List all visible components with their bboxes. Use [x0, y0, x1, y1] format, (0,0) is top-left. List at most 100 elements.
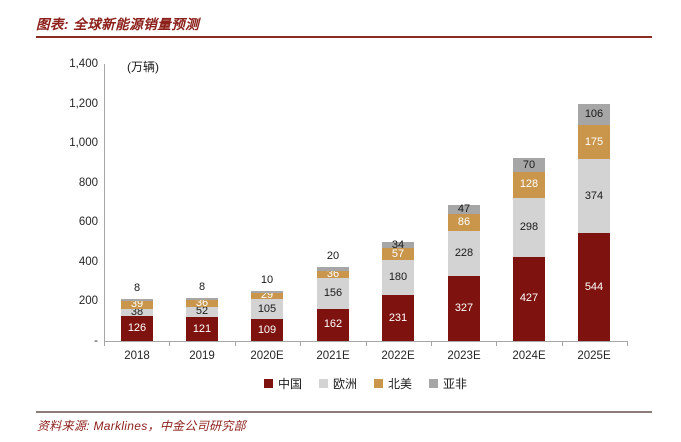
bar-segment-欧洲	[121, 308, 153, 317]
bar-segment-中国	[513, 256, 545, 341]
bar-value-label: 105	[257, 302, 277, 315]
title-rule	[36, 36, 652, 38]
chart-legend: 中国 欧洲 北美 亚非	[104, 375, 627, 392]
bar-segment-北美	[578, 124, 610, 160]
bar-segment-中国	[186, 317, 218, 341]
bar-segment-北美	[186, 299, 218, 307]
bar-value-label: 427	[519, 292, 539, 305]
x-axis-tick	[431, 342, 432, 346]
x-axis-label: 2019	[189, 350, 215, 362]
bar-segment-欧洲	[186, 306, 218, 318]
bar-segment-亚非	[448, 204, 480, 215]
x-axis-label: 2020E	[250, 350, 284, 362]
bar-segment-北美	[317, 270, 349, 279]
bar-segment-中国	[578, 233, 610, 341]
bar-value-label: 126	[127, 322, 147, 335]
bar-segment-北美	[513, 172, 545, 198]
legend-swatch-icon	[263, 379, 273, 388]
bar-segment-亚非	[578, 103, 610, 125]
y-axis-label: -	[94, 335, 98, 347]
bar-segment-北美	[121, 300, 153, 309]
x-axis-label: 2023E	[447, 350, 481, 362]
bar-segment-欧洲	[578, 159, 610, 234]
x-axis-label: 2024E	[512, 350, 546, 362]
x-axis-tick	[104, 342, 105, 346]
x-axis-label: 2022E	[381, 350, 415, 362]
bar-value-label: 106	[584, 107, 604, 120]
y-axis-line	[104, 64, 105, 341]
source-note: 资料来源: Marklines，中金公司研究部	[37, 419, 246, 433]
x-axis-tick	[169, 342, 170, 346]
bar-segment-欧洲	[448, 231, 480, 277]
bar-segment-亚非	[121, 299, 153, 301]
bar-value-label: 36	[326, 268, 340, 281]
bar-value-label: 162	[323, 318, 343, 331]
bar-value-label: 298	[519, 220, 539, 233]
legend-item-中国: 中国	[263, 375, 302, 392]
y-axis-label: 1,000	[69, 137, 98, 150]
bar-segment-欧洲	[251, 298, 283, 320]
bar-value-label: 128	[519, 178, 539, 191]
bar-value-label: 8	[198, 281, 206, 294]
bar-segment-亚非	[513, 158, 545, 173]
bar-value-label: 52	[195, 305, 209, 318]
bar-value-label: 327	[454, 302, 474, 315]
legend-swatch-icon	[429, 379, 439, 388]
bar-segment-中国	[382, 295, 414, 341]
figure-title: 图表: 全球新能源销量预测	[36, 17, 200, 32]
bar-segment-亚非	[186, 298, 218, 300]
y-axis-label: 600	[78, 216, 98, 229]
legend-swatch-icon	[318, 379, 328, 388]
legend-label: 中国	[277, 377, 302, 391]
bar-segment-北美	[448, 214, 480, 232]
bar-segment-北美	[251, 292, 283, 299]
bar-segment-亚非	[382, 241, 414, 249]
legend-item-亚非: 亚非	[429, 375, 467, 392]
bar-value-label: 121	[192, 322, 212, 335]
legend-item-欧洲: 欧洲	[318, 375, 357, 392]
x-axis-label: 2018	[124, 350, 150, 362]
x-axis-tick	[235, 342, 236, 346]
bar-segment-中国	[317, 308, 349, 341]
bar-value-label: 231	[388, 311, 408, 324]
bar-value-label: 38	[130, 305, 144, 318]
x-axis-tick	[562, 342, 563, 346]
bar-value-label: 10	[260, 273, 274, 286]
y-axis-label: 800	[78, 176, 98, 189]
x-axis-tick	[366, 342, 367, 346]
x-axis-tick	[627, 342, 628, 346]
x-axis-label: 2021E	[316, 350, 350, 362]
bar-segment-亚非	[317, 267, 349, 271]
bar-value-label: 374	[584, 189, 604, 202]
bar-value-label: 39	[130, 298, 144, 311]
bar-segment-欧洲	[382, 259, 414, 296]
legend-swatch-icon	[374, 379, 383, 388]
bar-segment-中国	[251, 319, 283, 341]
footer-rule	[36, 411, 652, 413]
bar-value-label: 175	[584, 135, 604, 148]
bar-segment-北美	[382, 248, 414, 260]
y-axis-label: 1,200	[69, 97, 98, 110]
bar-value-label: 36	[195, 296, 209, 309]
bar-segment-亚非	[251, 290, 283, 293]
bar-value-label: 8	[133, 282, 141, 295]
bar-value-label: 57	[391, 247, 405, 260]
bar-value-label: 34	[391, 238, 405, 251]
bar-segment-欧洲	[513, 197, 545, 257]
bar-value-label: 156	[323, 287, 343, 299]
bar-value-label: 86	[457, 216, 471, 229]
bar-segment-中国	[448, 276, 480, 341]
legend-label: 亚非	[443, 377, 468, 391]
x-axis-label: 2025E	[577, 350, 611, 362]
x-axis-tick	[300, 342, 301, 346]
bar-segment-中国	[121, 316, 153, 341]
y-axis-label: 1,400	[69, 58, 98, 70]
legend-label: 欧洲	[332, 377, 357, 391]
bar-value-label: 544	[584, 280, 604, 293]
bar-value-label: 70	[522, 158, 536, 171]
y-axis-unit-label: (万辆)	[127, 60, 159, 74]
bar-value-label: 228	[454, 247, 474, 260]
y-axis-label: 400	[78, 255, 98, 268]
